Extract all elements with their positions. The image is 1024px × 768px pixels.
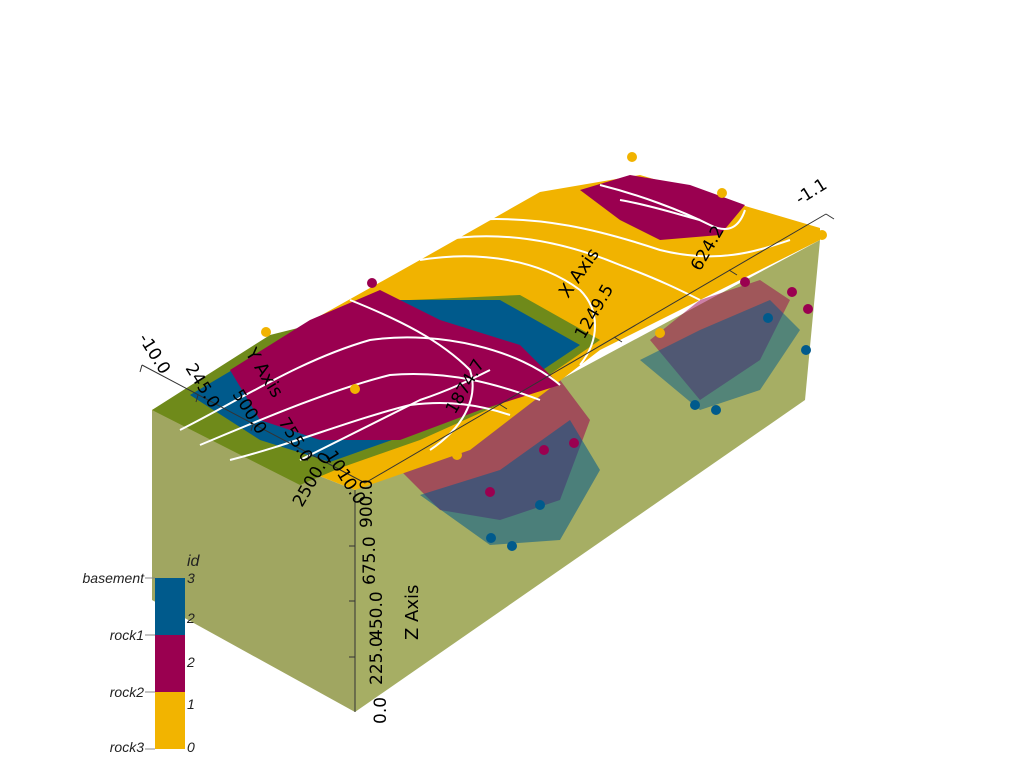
x-axis-tick — [613, 336, 623, 343]
surface-basement-fold-1 — [420, 420, 600, 545]
surface-point[interactable] — [485, 487, 495, 497]
x-axis-tick — [825, 213, 835, 220]
contour-lines — [179, 184, 791, 461]
legend-tick: 1 — [187, 696, 195, 712]
surface-point[interactable] — [569, 438, 579, 448]
surface-point[interactable] — [717, 188, 727, 198]
scalar-bar-legend: id basement rock1 rock2 rock3 3 2 2 1 0 — [83, 553, 201, 755]
surface-point[interactable] — [627, 152, 637, 162]
z-tick-label: 225.0 — [367, 636, 387, 685]
legend-tick: 2 — [186, 654, 195, 670]
surface-point[interactable] — [350, 384, 360, 394]
contour-line — [599, 184, 746, 230]
surface-point[interactable] — [539, 445, 549, 455]
y-axis-tick — [139, 364, 143, 373]
legend-color-rock1 — [155, 635, 185, 692]
z-tick-label: 450.0 — [367, 591, 387, 640]
legend-label-basement: basement — [83, 570, 146, 586]
surface-point[interactable] — [817, 230, 827, 240]
z-tick-label: 900.0 — [357, 479, 377, 528]
contour-line — [179, 336, 561, 431]
surface-point[interactable] — [452, 450, 462, 460]
y-axis-tick — [250, 423, 254, 432]
x-axis-line — [364, 213, 827, 484]
surface-point[interactable] — [486, 533, 496, 543]
x-axis-tick — [728, 269, 738, 276]
surface-point[interactable] — [497, 307, 507, 317]
surface-point[interactable] — [507, 541, 517, 551]
x-tick-label: -1.1 — [792, 175, 831, 210]
surface-point[interactable] — [801, 345, 811, 355]
surface-point[interactable] — [803, 304, 813, 314]
legend-label-rock1: rock1 — [110, 627, 144, 643]
y-axis-tick — [306, 453, 310, 462]
axes — [139, 213, 835, 712]
legend-tick: 3 — [187, 570, 195, 586]
surface-points — [261, 152, 827, 551]
surface-point[interactable] — [740, 277, 750, 287]
legend-title: id — [187, 553, 201, 570]
x-axis-tick — [498, 403, 508, 410]
block-front-face — [152, 410, 355, 712]
contour-line — [199, 373, 541, 446]
top-layer-rock1 — [230, 290, 560, 440]
legend-color-rock3 — [155, 692, 185, 749]
surface-point[interactable] — [787, 287, 797, 297]
y-tick-label: -10.0 — [134, 330, 174, 378]
contour-line — [299, 369, 491, 461]
legend-label-rock2: rock2 — [110, 684, 144, 700]
legend-connectors — [145, 577, 155, 750]
contour-line — [619, 199, 701, 221]
surface-point[interactable] — [367, 278, 377, 288]
legend-tick: 0 — [187, 739, 195, 755]
z-axis-title: Z Axis — [402, 585, 423, 640]
legend-tick: 2 — [186, 610, 195, 626]
contour-line — [419, 255, 596, 366]
surface-basement-fold-2 — [640, 300, 800, 410]
surface-point[interactable] — [711, 405, 721, 415]
y-axis-tick — [195, 394, 199, 403]
legend-label-rock3: rock3 — [110, 739, 144, 755]
surface-point[interactable] — [535, 500, 545, 510]
internal-surfaces — [400, 280, 800, 545]
z-tick-label: 675.0 — [360, 536, 380, 585]
contour-line — [349, 299, 474, 451]
surface-point[interactable] — [655, 328, 665, 338]
y-axis-line — [141, 364, 366, 484]
surface-point[interactable] — [457, 327, 467, 337]
surface-point[interactable] — [763, 313, 773, 323]
legend-color-basement — [155, 578, 185, 635]
surface-point[interactable] — [690, 400, 700, 410]
contour-line — [229, 402, 511, 461]
contour-line — [469, 218, 791, 258]
contour-line — [439, 235, 701, 301]
surface-point[interactable] — [261, 327, 271, 337]
z-tick-label: 0.0 — [371, 697, 391, 724]
